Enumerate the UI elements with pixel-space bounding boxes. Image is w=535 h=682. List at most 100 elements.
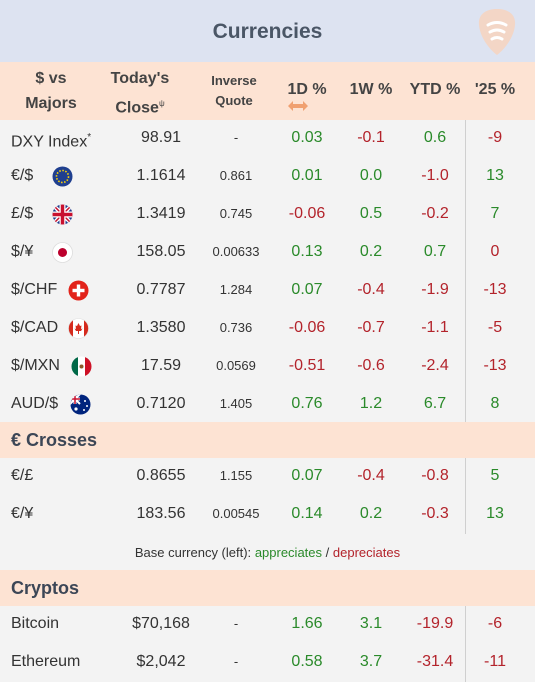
change-1d: 0.58: [291, 653, 323, 670]
mexico-flag-icon: [71, 356, 92, 377]
currency-name: £/$: [11, 205, 34, 222]
change-ytd: -0.3: [421, 505, 449, 522]
title-bar: [0, 0, 535, 62]
currency-name: $/¥: [11, 243, 34, 260]
change-1d: -0.06: [288, 319, 326, 336]
change-ytd: -1.9: [421, 281, 449, 298]
canada-flag-icon: [68, 318, 89, 339]
close-value: $70,168: [132, 615, 190, 632]
inverse-quote: 1.284: [219, 282, 253, 297]
close-value: 0.8655: [136, 467, 186, 484]
change-25: 13: [486, 167, 504, 184]
change-ytd: -0.2: [421, 205, 449, 222]
change-1d: 0.07: [291, 281, 323, 298]
close-value: 0.7787: [136, 281, 186, 298]
table-row: Ethereum $2,042 - 0.58 3.7 -31.4 -11: [0, 643, 535, 681]
footnote-mark: *: [87, 132, 92, 143]
currency-name: DXY Index: [11, 133, 88, 151]
table-row: AUD/$ 0.7120 1.405 0.76 1.2 6.7 8: [0, 385, 535, 423]
change-1w: -0.6: [357, 357, 385, 374]
table-row: Bitcoin $70,168 - 1.66 3.1 -19.9 -6: [0, 605, 535, 643]
table-header: [0, 62, 535, 120]
change-1d: 0.07: [291, 467, 323, 484]
change-ytd: 0.7: [423, 243, 447, 260]
currency-name: €/¥: [11, 505, 34, 522]
japan-flag-icon: [52, 242, 73, 263]
change-1w: -0.4: [357, 281, 385, 298]
uk-flag-icon: [52, 204, 73, 225]
change-1w: 3.7: [359, 653, 383, 670]
crypto-name: Ethereum: [11, 653, 81, 670]
change-25: -9: [487, 129, 503, 146]
header-inverse: Inverse Quote: [211, 73, 257, 108]
inverse-quote: 0.00545: [212, 506, 260, 521]
close-value: 1.1614: [136, 167, 186, 184]
currency-name: €/£: [11, 467, 34, 484]
change-1w: 0.2: [359, 505, 383, 522]
close-value: 158.05: [136, 243, 186, 260]
header-ytd[interactable]: YTD %: [409, 81, 461, 98]
sort-arrow-icon[interactable]: [287, 100, 309, 112]
column-divider: [465, 606, 466, 682]
inverse-quote: -: [233, 654, 239, 669]
change-25: -13: [483, 357, 507, 374]
inverse-quote: 0.0569: [216, 358, 256, 373]
section-title: € Crosses: [11, 430, 98, 450]
change-ytd: 6.7: [423, 395, 447, 412]
inverse-quote: 0.736: [219, 320, 253, 335]
header-1w[interactable]: 1W %: [349, 81, 393, 98]
change-1d: 0.03: [291, 129, 323, 146]
currency-name: $/MXN: [11, 357, 60, 374]
change-1w: 1.2: [359, 395, 383, 412]
change-ytd: -1.1: [421, 319, 449, 336]
change-25: -11: [484, 653, 506, 670]
change-1d: 0.01: [291, 167, 323, 184]
section-header-crosses: € Crosses: [0, 422, 535, 458]
change-1w: 0.0: [359, 167, 383, 184]
change-1d: 1.66: [291, 615, 323, 632]
change-ytd: -2.4: [421, 357, 449, 374]
table-row: $/MXN 17.59 0.0569 -0.51 -0.6 -2.4 -13: [0, 347, 535, 385]
legend-separator: /: [325, 545, 330, 560]
swiss-flag-icon: [68, 280, 89, 301]
inverse-quote: 0.00633: [212, 244, 260, 259]
change-1w: 0.2: [359, 243, 383, 260]
change-25: -13: [483, 281, 507, 298]
change-25: 5: [490, 467, 500, 484]
change-25: -5: [487, 319, 503, 336]
table-row: €/$ 1.1614 0.861 0.01 0.0 -1.0 13: [0, 157, 535, 195]
close-value: 98.91: [140, 129, 182, 146]
inverse-quote: -: [233, 130, 239, 145]
change-1w: -0.4: [357, 467, 385, 484]
section-title: Cryptos: [11, 578, 80, 598]
change-25: 8: [490, 395, 500, 412]
column-divider: [465, 458, 466, 534]
change-ytd: -31.4: [416, 653, 454, 670]
currency-name: $/CHF: [11, 281, 58, 298]
table-row: €/£ 0.8655 1.155 0.07 -0.4 -0.8 5: [0, 457, 535, 495]
table-row: $/¥ 158.05 0.00633 0.13 0.2 0.7 0: [0, 233, 535, 271]
currency-name: AUD/$: [11, 395, 59, 412]
legend-prefix: Base currency (left):: [134, 545, 252, 560]
close-value: 1.3580: [136, 319, 186, 336]
change-1d: 0.13: [291, 243, 323, 260]
header-25[interactable]: '25 %: [474, 81, 516, 98]
table-row: $/CAD 1.3580 0.736 -0.06 -0.7 -1.1 -5: [0, 309, 535, 347]
change-ytd: 0.6: [423, 129, 447, 146]
currency-name: €/$: [11, 167, 34, 184]
change-1d: 0.14: [291, 505, 323, 522]
table-row: DXY Index* 98.91 - 0.03 -0.1 0.6 -9: [0, 119, 535, 157]
table-row: $/CHF 0.7787 1.284 0.07 -0.4 -1.9 -13: [0, 271, 535, 309]
change-1d: -0.51: [288, 357, 326, 374]
header-1d[interactable]: 1D %: [287, 81, 327, 98]
change-1w: -0.1: [357, 129, 385, 146]
change-ytd: -19.9: [416, 615, 454, 632]
table-row: £/$ 1.3419 0.745 -0.06 0.5 -0.2 7: [0, 195, 535, 233]
change-25: 0: [490, 243, 500, 260]
inverse-quote: 0.745: [219, 206, 253, 221]
inverse-quote: 1.155: [219, 468, 253, 483]
header-name: $ vs Majors: [25, 70, 77, 112]
table-row: €/¥ 183.56 0.00545 0.14 0.2 -0.3 13: [0, 495, 535, 533]
change-ytd: -1.0: [421, 167, 449, 184]
guitar-pick-logo-icon: [478, 9, 516, 55]
